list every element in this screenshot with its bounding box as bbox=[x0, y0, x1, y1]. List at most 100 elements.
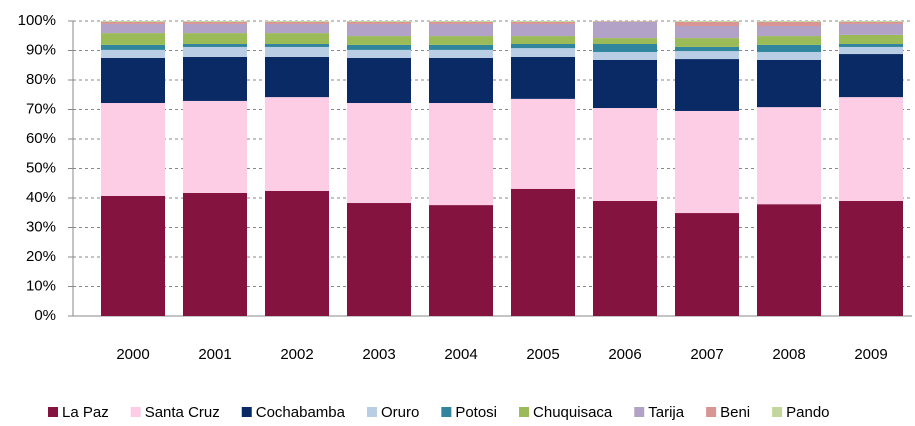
bar-segment bbox=[593, 108, 657, 201]
bar-segment bbox=[265, 21, 329, 22]
bar-segment bbox=[183, 56, 247, 101]
bar-segment bbox=[265, 23, 329, 34]
x-tick-label: 2005 bbox=[526, 346, 559, 363]
legend-swatch bbox=[441, 407, 452, 417]
y-tick-label: 50% bbox=[26, 159, 56, 176]
bar-segment bbox=[839, 97, 903, 201]
bar-segment bbox=[183, 100, 247, 193]
y-tick-label: 10% bbox=[26, 277, 56, 294]
legend-label: Potosi bbox=[455, 404, 497, 421]
y-tick-label: 30% bbox=[26, 218, 56, 235]
bar-segment bbox=[265, 44, 329, 47]
bar-segment bbox=[511, 23, 575, 37]
legend-label: Santa Cruz bbox=[145, 404, 220, 421]
bar-segment bbox=[101, 21, 165, 24]
x-tick-label: 2006 bbox=[608, 346, 641, 363]
bar-segment bbox=[593, 44, 657, 52]
bar-segment bbox=[839, 21, 903, 22]
x-tick-label: 2009 bbox=[854, 346, 887, 363]
legend-swatch bbox=[130, 407, 141, 417]
bar-segment bbox=[101, 23, 165, 34]
bar-segment bbox=[593, 38, 657, 45]
bar-segment bbox=[347, 21, 411, 22]
bar-segment bbox=[101, 195, 165, 316]
bar-segment bbox=[511, 44, 575, 49]
legend-label: Pando bbox=[786, 404, 829, 421]
bar-segment bbox=[839, 23, 903, 35]
bar-segment bbox=[757, 59, 821, 108]
x-tick-label: 2007 bbox=[690, 346, 723, 363]
bar-segment bbox=[593, 21, 657, 22]
bar-segment bbox=[511, 188, 575, 316]
y-tick-label: 100% bbox=[18, 12, 56, 29]
bar-segment bbox=[839, 34, 903, 45]
bar-segment bbox=[675, 21, 739, 27]
bar-segment bbox=[265, 56, 329, 98]
x-tick-label: 2000 bbox=[116, 346, 149, 363]
x-tick-label: 2004 bbox=[444, 346, 477, 363]
bar-segment bbox=[429, 21, 493, 24]
bar-segment bbox=[593, 200, 657, 316]
bar-segment bbox=[429, 23, 493, 37]
bar-segment bbox=[347, 23, 411, 37]
bar-segment bbox=[757, 21, 821, 27]
bar-segment bbox=[347, 36, 411, 45]
legend-swatch bbox=[634, 407, 645, 417]
bar-segment bbox=[511, 21, 575, 22]
bar-segment bbox=[347, 21, 411, 24]
bar-segment bbox=[347, 44, 411, 50]
legend-swatch bbox=[706, 407, 717, 417]
x-tick-label: 2008 bbox=[772, 346, 805, 363]
bar-segment bbox=[839, 200, 903, 316]
bar-segment bbox=[101, 21, 165, 22]
bar-segment bbox=[347, 203, 411, 316]
bar-segment bbox=[429, 205, 493, 316]
y-tick-label: 60% bbox=[26, 130, 56, 147]
legend-label: Tarija bbox=[648, 404, 685, 421]
bar-segment bbox=[183, 33, 247, 45]
bar-segment bbox=[101, 33, 165, 45]
bar-segment bbox=[757, 107, 821, 205]
legend-swatch bbox=[48, 407, 58, 417]
bar-segment bbox=[511, 36, 575, 45]
legend-swatch bbox=[519, 407, 530, 417]
legend-label: Chuquisaca bbox=[533, 404, 613, 421]
bar-segment bbox=[839, 46, 903, 55]
bar-segment bbox=[101, 57, 165, 104]
bar-segment bbox=[265, 46, 329, 57]
y-tick-label: 20% bbox=[26, 248, 56, 265]
bar-segment bbox=[675, 21, 739, 22]
legend-swatch bbox=[366, 407, 377, 417]
bar-segment bbox=[839, 21, 903, 24]
y-tick-label: 0% bbox=[34, 307, 56, 324]
bar-segment bbox=[593, 21, 657, 39]
bar-segment bbox=[511, 56, 575, 99]
bar-segment bbox=[593, 59, 657, 109]
bar-segment bbox=[183, 21, 247, 22]
bar-segment bbox=[265, 190, 329, 316]
bar-segment bbox=[183, 44, 247, 47]
bar-segment bbox=[429, 57, 493, 104]
bar-segment bbox=[839, 54, 903, 98]
bar-segment bbox=[347, 57, 411, 104]
bar-segment bbox=[429, 36, 493, 45]
legend-swatch bbox=[241, 407, 252, 417]
legend-label: Beni bbox=[720, 404, 750, 421]
bar-segment bbox=[265, 21, 329, 24]
bar-segment bbox=[757, 51, 821, 60]
bar-segment bbox=[183, 21, 247, 24]
bar-segment bbox=[347, 103, 411, 204]
bar-segment bbox=[511, 98, 575, 189]
y-tick-label: 70% bbox=[26, 100, 56, 117]
bar-segment bbox=[429, 103, 493, 206]
bar-segment bbox=[675, 213, 739, 316]
bar-segment bbox=[675, 110, 739, 214]
bar-segment bbox=[839, 44, 903, 47]
bar-segment bbox=[511, 21, 575, 24]
bar-segment bbox=[675, 51, 739, 60]
bar-segment bbox=[183, 46, 247, 57]
legend-label: La Paz bbox=[62, 404, 109, 421]
bar-segment bbox=[757, 26, 821, 37]
bar-segment bbox=[101, 103, 165, 196]
